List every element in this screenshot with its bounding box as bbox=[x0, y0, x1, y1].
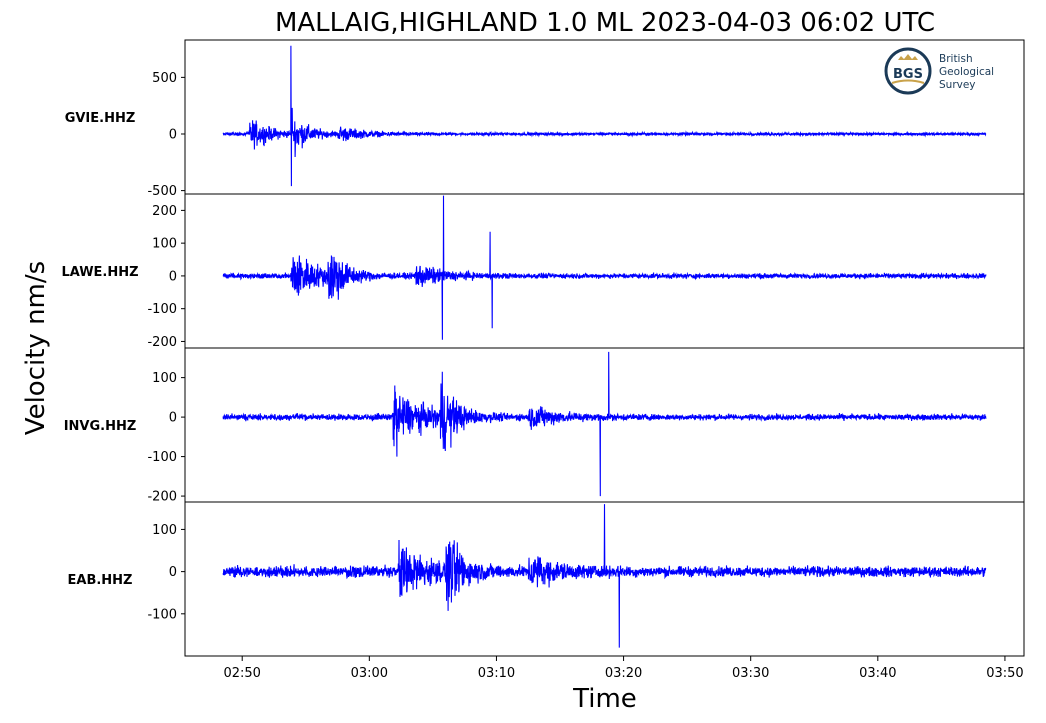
y-tick-label: 0 bbox=[169, 411, 177, 426]
x-tick-label: 03:00 bbox=[351, 666, 388, 681]
station-label: INVG.HHZ bbox=[64, 419, 137, 434]
waveform-series bbox=[222, 504, 987, 648]
station-panels: GVIE.HHZ5000-500LAWE.HHZ2001000-100-200I… bbox=[61, 39, 1025, 657]
logo-wave-icon bbox=[891, 79, 925, 84]
station-label: LAWE.HHZ bbox=[61, 265, 138, 280]
y-tick-label: -100 bbox=[147, 607, 177, 622]
x-tick-label: 03:20 bbox=[605, 666, 642, 681]
y-tick-label: 0 bbox=[169, 269, 177, 284]
logo-name-line: British bbox=[939, 53, 973, 65]
crown-icon bbox=[898, 54, 918, 60]
station-label: GVIE.HHZ bbox=[65, 111, 136, 126]
x-tick-label: 03:40 bbox=[859, 666, 896, 681]
y-tick-label: 100 bbox=[152, 523, 177, 538]
y-tick-label: 500 bbox=[152, 71, 177, 86]
y-tick-label: 100 bbox=[152, 237, 177, 252]
panel-gvie-hhz: GVIE.HHZ 500 0 -500 bbox=[65, 39, 1025, 199]
x-axis-label: Time bbox=[572, 684, 637, 714]
x-tick-label: 03:10 bbox=[478, 666, 515, 681]
x-tick-label: 03:30 bbox=[732, 666, 769, 681]
x-tick-label: 03:50 bbox=[986, 666, 1023, 681]
station-label: EAB.HHZ bbox=[68, 573, 133, 588]
waveform-series bbox=[222, 45, 987, 187]
y-tick-label: 0 bbox=[169, 565, 177, 580]
waveform-series bbox=[222, 195, 987, 340]
y-tick-label: 0 bbox=[169, 127, 177, 142]
panel-invg-hhz: INVG.HHZ 100 0 -100 -200 bbox=[64, 347, 1025, 505]
chart-title: MALLAIG,HIGHLAND 1.0 ML 2023-04-03 06:02… bbox=[275, 8, 935, 38]
bgs-logo: BGS British Geological Survey bbox=[884, 47, 994, 95]
panel-frame bbox=[184, 347, 1025, 503]
x-tick-label: 02:50 bbox=[223, 666, 260, 681]
y-tick-label: -500 bbox=[147, 184, 177, 199]
y-tick-label: -100 bbox=[147, 450, 177, 465]
logo-name-line: Survey bbox=[939, 79, 976, 91]
y-tick-label: 200 bbox=[152, 204, 177, 219]
panel-eab-hhz: EAB.HHZ 100 0 -100 bbox=[68, 501, 1025, 657]
logo-mark: BGS bbox=[893, 67, 923, 82]
y-tick-label: -200 bbox=[147, 490, 177, 505]
y-axis-label: Velocity nm/s bbox=[21, 261, 51, 435]
panel-frame bbox=[184, 501, 1025, 657]
waveform-series bbox=[222, 351, 987, 497]
y-tick-label: 100 bbox=[152, 371, 177, 386]
x-axis-ticks: 02:50 03:00 03:10 03:20 03:30 03:40 03:50 bbox=[223, 656, 1024, 681]
y-tick-label: -200 bbox=[147, 335, 177, 350]
panel-lawe-hhz: LAWE.HHZ 200 100 0 -100 -200 bbox=[61, 193, 1025, 350]
y-tick-label: -100 bbox=[147, 302, 177, 317]
logo-name-line: Geological bbox=[939, 66, 994, 78]
